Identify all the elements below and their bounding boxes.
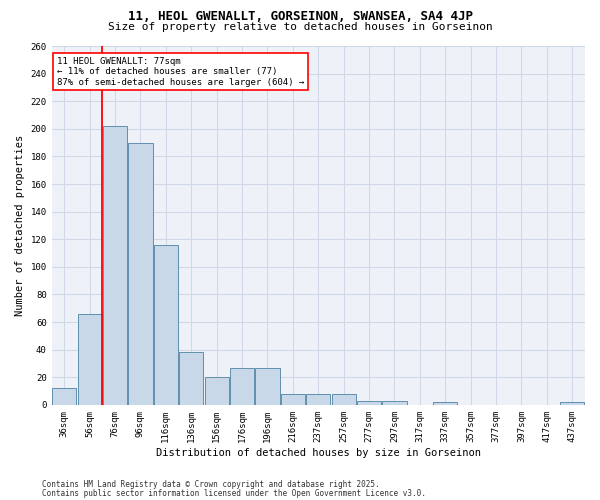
Bar [77,314,102,405]
Bar [103,126,127,405]
Bar [52,388,76,405]
Bar [128,142,152,405]
Y-axis label: Number of detached properties: Number of detached properties [15,135,25,316]
Bar [560,402,584,405]
Text: Contains public sector information licensed under the Open Government Licence v3: Contains public sector information licen… [42,488,426,498]
Bar [205,377,229,405]
Text: Size of property relative to detached houses in Gorseinon: Size of property relative to detached ho… [107,22,493,32]
Bar [154,244,178,405]
X-axis label: Distribution of detached houses by size in Gorseinon: Distribution of detached houses by size … [156,448,481,458]
Bar [332,394,356,405]
Bar [256,368,280,405]
Bar [357,400,381,405]
Bar [382,400,407,405]
Text: 11 HEOL GWENALLT: 77sqm
← 11% of detached houses are smaller (77)
87% of semi-de: 11 HEOL GWENALLT: 77sqm ← 11% of detache… [57,57,304,86]
Bar [179,352,203,405]
Bar [230,368,254,405]
Bar [306,394,331,405]
Text: Contains HM Land Registry data © Crown copyright and database right 2025.: Contains HM Land Registry data © Crown c… [42,480,380,489]
Bar [281,394,305,405]
Text: 11, HEOL GWENALLT, GORSEINON, SWANSEA, SA4 4JP: 11, HEOL GWENALLT, GORSEINON, SWANSEA, S… [128,10,473,23]
Bar [433,402,457,405]
